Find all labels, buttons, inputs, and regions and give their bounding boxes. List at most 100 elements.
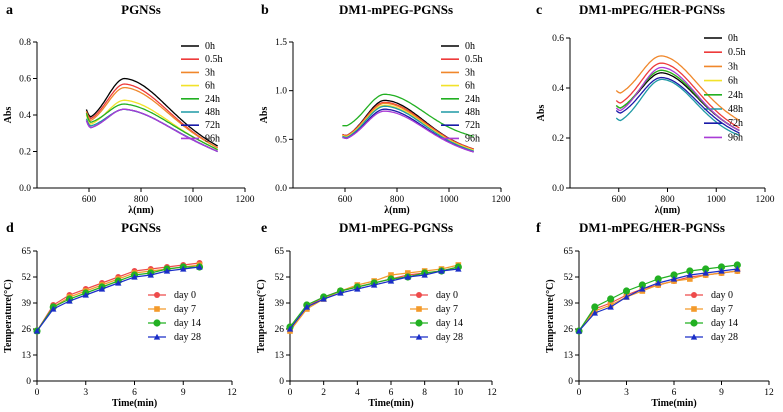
x-axis-label: λ(nm) [655, 205, 680, 216]
legend-label: 6h [465, 81, 475, 92]
y-tick-label: 26 [564, 325, 574, 335]
panel-label: c [536, 3, 542, 18]
x-tick-label: 1000 [440, 195, 459, 205]
y-axis-label: Temperature(°C) [256, 279, 267, 352]
y-tick-label: 52 [564, 273, 574, 283]
legend-label: day 28 [436, 332, 463, 343]
legend-label: 24h [205, 94, 220, 105]
legend-label: 3h [728, 61, 738, 72]
data-point [733, 261, 741, 269]
series-line-day 28 [289, 268, 459, 330]
legend-label: 48h [465, 107, 480, 118]
data-point [387, 277, 395, 284]
data-point [196, 263, 203, 270]
legend-label: 3h [205, 67, 215, 78]
legend-label: 96h [465, 133, 480, 144]
y-tick-label: 0.6 [19, 75, 31, 85]
legend-label: day 28 [174, 332, 201, 343]
legend-label: 6h [728, 76, 738, 87]
series-line-day 0 [289, 266, 459, 330]
legend-label: 96h [728, 132, 743, 143]
x-tick-label: 1200 [236, 195, 255, 205]
series-line-72h [85, 108, 218, 153]
y-tick-label: 0 [568, 377, 573, 387]
x-tick-label: 1200 [492, 195, 511, 205]
x-tick-label: 0 [577, 388, 582, 398]
data-point [337, 289, 344, 296]
data-point [654, 279, 662, 286]
data-point [718, 267, 725, 274]
y-tick-label: 39 [275, 299, 285, 309]
y-tick-label: 0 [26, 377, 31, 387]
x-tick-label: 1000 [707, 195, 726, 205]
y-tick-label: 13 [275, 351, 285, 361]
data-point [320, 295, 327, 302]
legend-label: day 0 [711, 290, 733, 301]
data-point [50, 305, 57, 312]
legend-label: day 14 [436, 318, 463, 329]
y-tick-label: 0.0 [275, 184, 287, 194]
data-point [98, 285, 106, 292]
x-tick-label: 800 [134, 195, 149, 205]
x-axis-label: λ(nm) [384, 205, 409, 216]
x-tick-label: 4 [355, 388, 360, 398]
data-point [131, 273, 138, 280]
data-point [622, 287, 631, 295]
series-line-0h [85, 77, 219, 147]
x-tick-label: 6 [132, 388, 137, 398]
x-tick-label: 12 [487, 388, 497, 398]
y-tick-label: 0.6 [552, 34, 564, 44]
legend-label: 24h [465, 94, 480, 105]
x-tick-label: 1000 [184, 195, 203, 205]
y-tick-label: 52 [22, 273, 32, 283]
legend-label: day 0 [174, 290, 196, 301]
legend-marker [154, 292, 160, 298]
panel-f: f DM1-mPEG/HER-PGNSs 0 3 6 9 12 0 13 26 39 52 65 Time… [536, 220, 774, 409]
legend-label: 72h [205, 120, 220, 131]
legend-label: 96h [205, 133, 220, 144]
data-point [421, 271, 428, 278]
y-tick-label: 1.5 [275, 38, 287, 48]
x-tick-label: 2 [321, 388, 326, 398]
series-line-0.5h [85, 83, 219, 149]
y-tick-label: 39 [564, 299, 574, 309]
data-point [180, 265, 187, 272]
legend-label: day 14 [174, 318, 201, 329]
data-point [702, 265, 710, 273]
legend-marker [154, 306, 160, 312]
y-tick-label: 0 [279, 377, 284, 387]
series-line-96h [85, 108, 218, 153]
legend-label: 0h [465, 41, 475, 52]
x-tick-label: 9 [719, 388, 724, 398]
x-tick-label: 0 [288, 388, 293, 398]
x-tick-label: 10 [454, 388, 464, 398]
x-tick-label: 12 [764, 388, 774, 398]
chart-title: DM1-mPEG/HER-PGNSs [579, 220, 725, 235]
data-point [163, 267, 171, 274]
y-tick-label: 65 [22, 247, 32, 257]
y-axis-label: Abs [259, 107, 270, 124]
data-point [670, 271, 678, 279]
panel-d: d PGNSs 0 3 6 9 12 0 13 26 39 52 65 Time(min) Temperat… [3, 220, 237, 409]
data-point [686, 267, 694, 275]
panel-label: b [261, 3, 269, 18]
data-point [370, 281, 378, 288]
legend-label: 48h [205, 107, 220, 118]
data-point [654, 275, 662, 283]
data-point [607, 303, 614, 310]
legend-marker [415, 319, 423, 327]
x-tick-label: 0 [35, 388, 40, 398]
chart-title: PGNSs [121, 220, 161, 235]
data-point [702, 269, 709, 276]
legend-label: day 7 [174, 304, 196, 315]
series-line-3h [85, 86, 218, 149]
y-tick-label: 26 [275, 325, 285, 335]
data-point [286, 325, 294, 332]
y-tick-label: 39 [22, 299, 32, 309]
y-axis-label: Abs [536, 105, 547, 122]
legend-label: 72h [465, 120, 480, 131]
x-tick-label: 1200 [756, 195, 775, 205]
legend-label: 0h [205, 41, 215, 52]
data-point [405, 270, 411, 276]
